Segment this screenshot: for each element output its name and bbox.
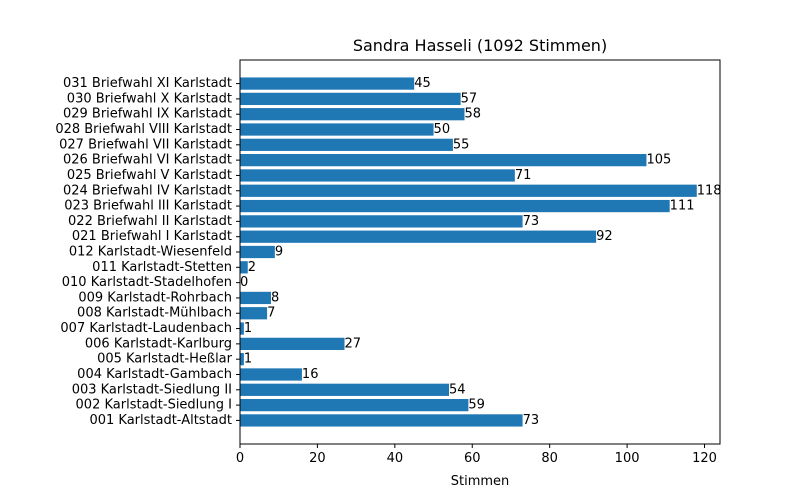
- bar-value-label: 16: [302, 367, 319, 382]
- bar-value-label: 54: [449, 382, 466, 397]
- y-tick-label: 010 Karlstadt-Stadelhofen: [62, 275, 232, 290]
- bar-value-label: 105: [646, 153, 671, 168]
- bar: [240, 77, 415, 90]
- bar-value-label: 58: [465, 107, 482, 122]
- bar-value-label: 57: [461, 91, 478, 106]
- bar-value-label: 27: [345, 336, 362, 351]
- x-tick-label: 100: [615, 451, 640, 466]
- bar-value-label: 118: [697, 183, 722, 198]
- x-axis-label: Stimmen: [451, 474, 510, 489]
- bar: [240, 138, 453, 151]
- y-tick-label: 012 Karlstadt-Wiesenfeld: [69, 245, 232, 260]
- bar-value-label: 8: [271, 290, 279, 305]
- y-tick-label: 028 Briefwahl VIII Karlstadt: [55, 122, 232, 137]
- bar: [240, 123, 434, 136]
- y-tick-label: 011 Karlstadt-Stetten: [92, 260, 232, 275]
- y-tick-label: 029 Briefwahl IX Karlstadt: [63, 107, 232, 122]
- data-labels-layer: 7359541612717802992731111187110555505857…: [240, 76, 722, 428]
- bar: [240, 199, 670, 213]
- bar: [240, 307, 268, 320]
- y-tick-label: 025 Briefwahl V Karlstadt: [67, 168, 232, 183]
- bar-value-label: 45: [414, 76, 431, 91]
- bar: [240, 337, 345, 350]
- x-tick-label: 0: [236, 451, 244, 466]
- y-tick-label: 006 Karlstadt-Karlburg: [85, 336, 232, 351]
- bar: [240, 291, 271, 305]
- bar-value-label: 111: [670, 199, 695, 214]
- y-tick-label: 005 Karlstadt-Heßlar: [97, 352, 233, 367]
- bar-value-label: 7: [267, 306, 275, 321]
- bar-value-label: 71: [515, 168, 532, 183]
- x-axis-ticks: 0 20 40 60 80 100 120: [236, 444, 717, 466]
- plot-area-frame: [239, 59, 721, 445]
- bar: [240, 230, 597, 243]
- y-tick-label: 021 Briefwahl I Karlstadt: [72, 229, 232, 244]
- bar: [240, 154, 647, 167]
- bar: [240, 353, 244, 366]
- bar-value-label: 1: [244, 352, 252, 367]
- bar-value-label: 1: [244, 321, 252, 336]
- bar-value-label: 55: [453, 137, 470, 152]
- bar: [240, 184, 697, 197]
- bar: [240, 398, 469, 412]
- y-tick-label: 004 Karlstadt-Gambach: [77, 367, 232, 382]
- bar: [240, 108, 465, 121]
- bar-value-label: 59: [468, 398, 485, 413]
- bar: [240, 245, 275, 259]
- bar-value-label: 2: [248, 260, 256, 275]
- y-tick-label: 030 Briefwahl X Karlstadt: [67, 91, 232, 106]
- bar-value-label: 50: [434, 122, 451, 137]
- x-tick-label: 40: [387, 451, 404, 466]
- bar: [240, 215, 523, 228]
- bar-value-label: 73: [523, 413, 540, 428]
- bar-value-label: 73: [523, 214, 540, 229]
- y-tick-label: 027 Briefwahl VII Karlstadt: [59, 137, 232, 152]
- y-tick-label: 031 Briefwahl XI Karlstadt: [63, 76, 232, 91]
- y-tick-label: 007 Karlstadt-Laudenbach: [60, 321, 232, 336]
- x-tick-label: 80: [541, 451, 558, 466]
- bar: [240, 368, 302, 381]
- y-tick-label: 026 Briefwahl VI Karlstadt: [63, 153, 232, 168]
- bars-layer: [240, 77, 697, 427]
- chart-title: Sandra Hasseli (1092 Stimmen): [353, 36, 607, 55]
- bar: [240, 322, 244, 335]
- x-tick-label: 120: [692, 451, 717, 466]
- y-tick-label: 003 Karlstadt-Siedlung II: [72, 382, 232, 397]
- bar-value-label: 9: [275, 245, 283, 260]
- y-tick-label: 023 Briefwahl III Karlstadt: [64, 199, 232, 214]
- y-tick-label: 024 Briefwahl IV Karlstadt: [63, 183, 232, 198]
- x-tick-label: 60: [464, 451, 481, 466]
- y-tick-label: 008 Karlstadt-Mühlbach: [77, 306, 232, 321]
- bar: [240, 414, 523, 427]
- bar: [240, 383, 450, 396]
- y-tick-label: 022 Briefwahl II Karlstadt: [68, 214, 232, 229]
- bar: [240, 169, 515, 182]
- y-tick-label: 009 Karlstadt-Rohrbach: [78, 290, 232, 305]
- bar: [240, 92, 461, 106]
- y-tick-label: 002 Karlstadt-Siedlung I: [76, 398, 232, 413]
- x-tick-label: 20: [309, 451, 326, 466]
- y-tick-label: 001 Karlstadt-Altstadt: [89, 413, 232, 428]
- bar-value-label: 0: [240, 275, 248, 290]
- bar-value-label: 92: [596, 229, 613, 244]
- bar: [240, 261, 248, 274]
